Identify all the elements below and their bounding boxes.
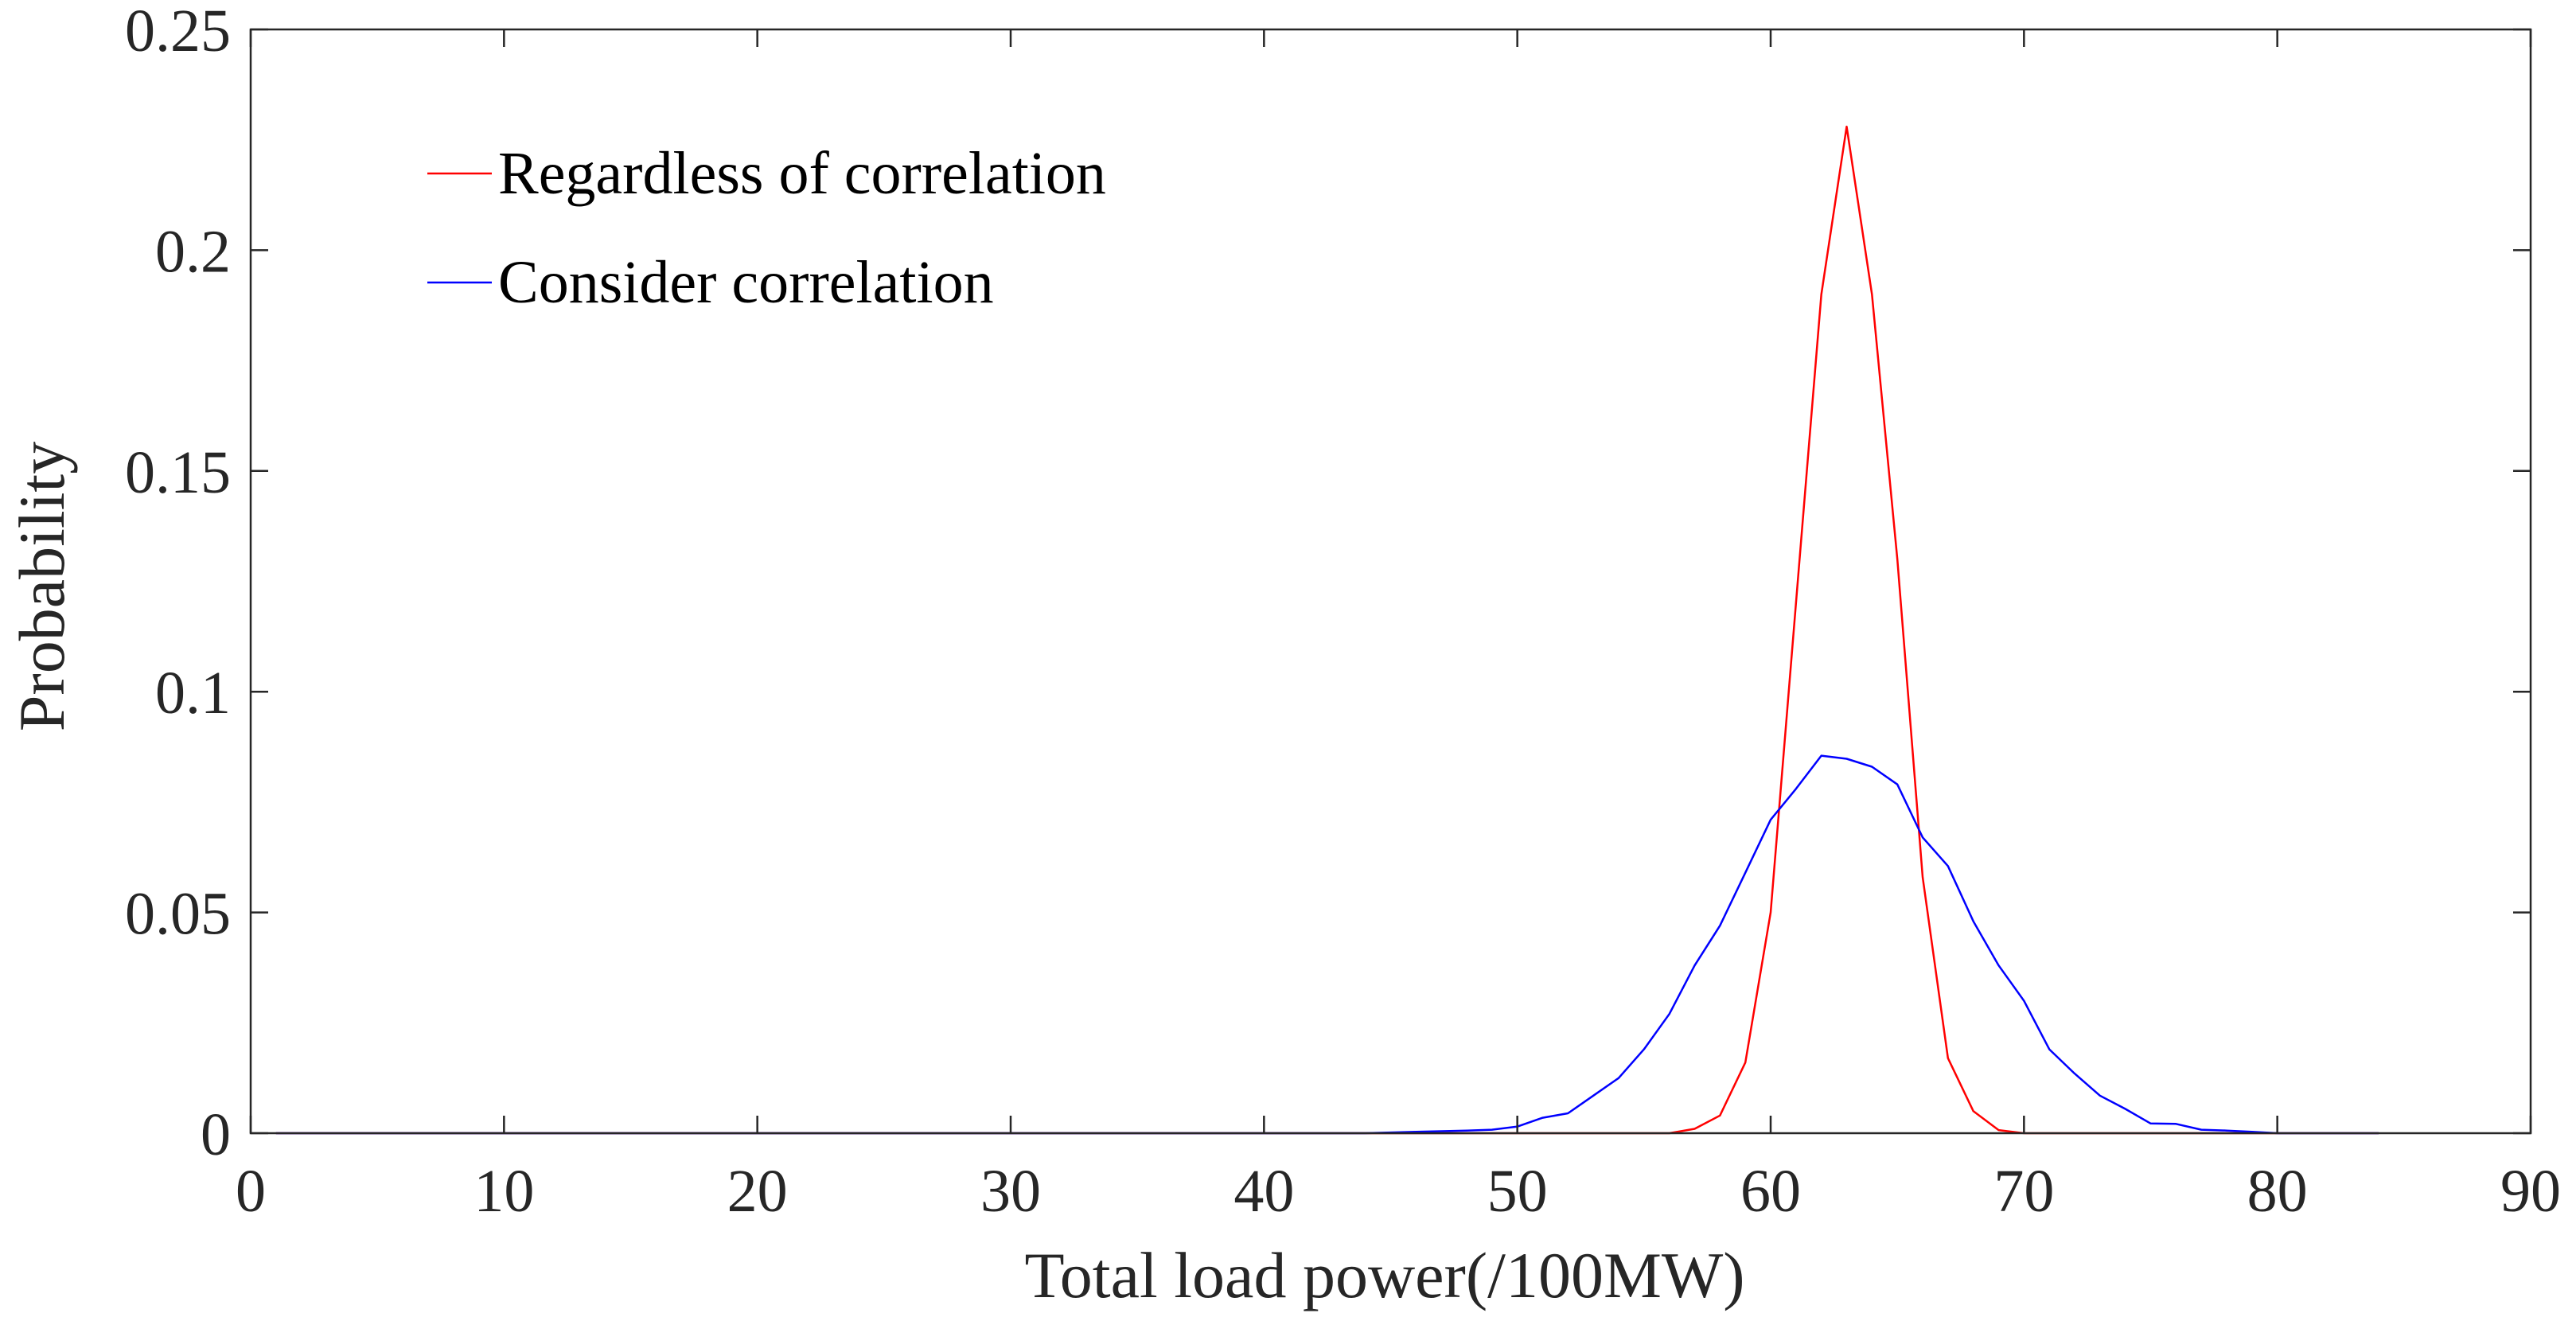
y-tick-label: 0	[201, 1101, 231, 1168]
x-tick-label: 60	[1740, 1158, 1801, 1225]
y-tick-label: 0.05	[125, 881, 231, 948]
legend-label-regardless: Regardless of correlation	[498, 140, 1106, 207]
x-tick-label: 90	[2500, 1158, 2561, 1225]
x-tick-label: 50	[1487, 1158, 1548, 1225]
ticks-layer: 0 10 20 30 40 50 60 70 80 90 0 0.05 0.1 0.15 0.2 0.25	[125, 0, 2561, 1225]
y-tick-label: 0.2	[155, 218, 231, 285]
x-tick-label: 40	[1233, 1158, 1294, 1225]
x-tick-label: 20	[727, 1158, 788, 1225]
legend-label-consider: Consider correlation	[498, 249, 994, 316]
legend: Regardless of correlation Consider corre…	[427, 140, 1106, 316]
y-axis-label: Probability	[6, 442, 78, 731]
x-tick-label: 10	[474, 1158, 534, 1225]
y-tick-label: 0.1	[155, 660, 231, 727]
x-tick-label: 80	[2247, 1158, 2308, 1225]
x-tick-label: 70	[1993, 1158, 2054, 1225]
x-axis-label: Total load power(/100MW)	[1024, 1239, 1744, 1311]
series-line-consider	[275, 754, 2379, 1135]
x-tick-label: 0	[236, 1158, 266, 1225]
y-tick-label: 0.25	[125, 0, 231, 64]
y-tick-label: 0.15	[125, 439, 231, 506]
axes-layer	[249, 28, 2532, 1135]
plot-frame	[249, 28, 2532, 1135]
x-tick-label: 30	[980, 1158, 1041, 1225]
